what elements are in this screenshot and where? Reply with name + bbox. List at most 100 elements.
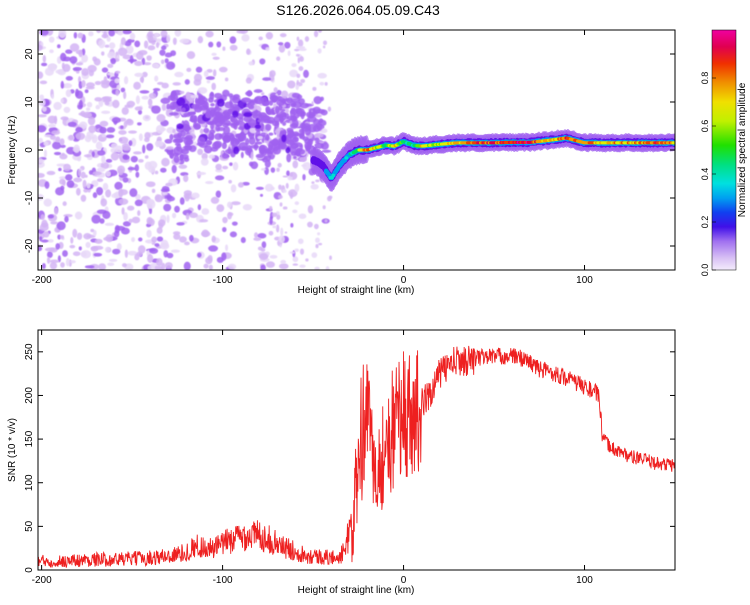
spectrogram-cell [118,198,129,205]
spectrogram-cell [146,229,152,238]
spectrogram-cell [65,49,73,54]
spectrogram-cell [290,172,293,177]
spectrogram-cell [93,58,101,66]
spectrogram-cell [276,167,280,172]
spectrogram-cell [141,95,149,100]
bottom-y-tick-label: 50 [24,520,35,532]
spectrogram-cell [83,233,92,240]
spectrogram-cell [313,96,323,105]
spectrogram-cell [277,42,284,46]
spectrogram-cell [146,55,152,61]
spectrogram-cell [295,53,300,57]
bottom-y-tick-label: 250 [24,343,35,360]
spectrogram-cell [91,214,101,224]
spectrogram-cell [248,161,254,167]
spectrogram-cell [198,97,209,103]
spectrogram-cell [40,214,45,221]
spectrogram-cell [101,110,111,114]
bottom-x-tick-label: 0 [401,575,407,586]
spectrogram-cell [259,122,265,131]
spectrogram-cell [137,158,144,163]
spectrogram-cell [250,151,254,161]
spectrogram-cell [216,41,222,48]
chart-title: S126.2026.064.05.09.C43 [276,2,440,18]
spectrogram-cell [58,176,67,180]
spectrogram-cell [54,207,59,215]
spectrogram-cell [55,136,61,143]
spectrogram-cell [270,186,275,191]
spectrogram-cell [320,141,329,150]
spectrogram-cell [317,30,322,33]
spectrogram-cell [298,39,304,48]
spectrogram-cell [156,258,163,267]
spectrogram-cell [261,92,265,96]
spectrogram-cell [197,36,204,44]
spectrogram-cell [281,134,287,143]
spectrogram-cell [189,212,198,219]
spectrogram-cell [322,45,326,49]
spectrogram-cell [122,30,132,35]
spectrogram-cell [299,248,305,255]
spectrogram-cell [75,132,86,140]
spectrogram-cell [127,166,136,171]
spectrogram-cell [44,67,54,76]
spectrogram-cell [174,71,184,78]
spectrogram-cell [299,156,307,162]
spectrogram-cell [147,98,153,107]
spectrogram-cell [222,46,226,51]
snr-plot-area [38,330,675,570]
top-y-tick-label: 0 [24,147,35,153]
spectrogram-cell [296,79,299,86]
spectrogram-cell [169,133,174,141]
spectrogram-cell [317,72,327,79]
spectrogram-cell [108,30,116,37]
spectrogram-cell [231,221,238,226]
spectrogram-cell [101,155,106,164]
bottom-x-axis-ticks: -200 -100 0 100 [32,330,593,586]
spectrogram-cell [122,54,132,60]
spectrogram-cell [121,107,129,115]
spectrogram-cell [135,95,140,105]
spectrogram-cell [241,34,250,42]
spectrogram-cell [38,246,43,252]
spectrogram-cell [254,95,264,105]
spectrogram-cell [142,114,151,122]
spectrogram-cell [47,115,57,124]
spectrogram-cell [77,32,84,39]
spectrogram-cell [59,138,65,146]
spectrogram-cell [269,95,279,101]
spectrogram-cell [149,247,159,254]
spectrogram-cell [98,263,106,270]
spectrogram-cell [49,261,58,270]
spectrogram-cell [124,104,131,108]
spectrogram-cell [156,226,163,234]
spectrogram-cell [240,237,246,244]
spectrogram-cell [211,52,217,56]
spectrogram-cell [118,130,127,135]
bottom-y-axis-label: SNR (10 * v/v) [7,418,18,482]
spectrogram-cell [195,66,203,73]
spectrogram-cell [313,137,320,142]
spectrogram-cell [174,30,182,37]
spectrogram-cell [59,235,65,239]
spectrogram-cell [183,193,193,199]
spectrogram-cell [289,191,294,199]
spectrogram-cell [324,81,328,86]
spectrogram-cell [39,223,49,232]
spectrogram-cell [272,225,277,229]
spectral-ridge [310,128,675,192]
spectrogram-cell [273,87,278,93]
spectrogram-cell [63,213,73,218]
spectrogram-cell [43,198,53,207]
top-y-axis-ticks: -20 -10 0 10 20 [24,48,675,253]
snr-series-line [38,345,675,568]
spectrogram-cell [184,241,190,246]
spectrogram-cell [254,124,262,129]
colorbar-tick-label: 0.6 [700,120,710,133]
spectrogram-cell [289,122,298,129]
spectrogram-cell [298,213,307,219]
spectrogram-cell [289,120,293,125]
spectrogram-cell [252,113,261,119]
spectrogram-cell [229,95,238,101]
